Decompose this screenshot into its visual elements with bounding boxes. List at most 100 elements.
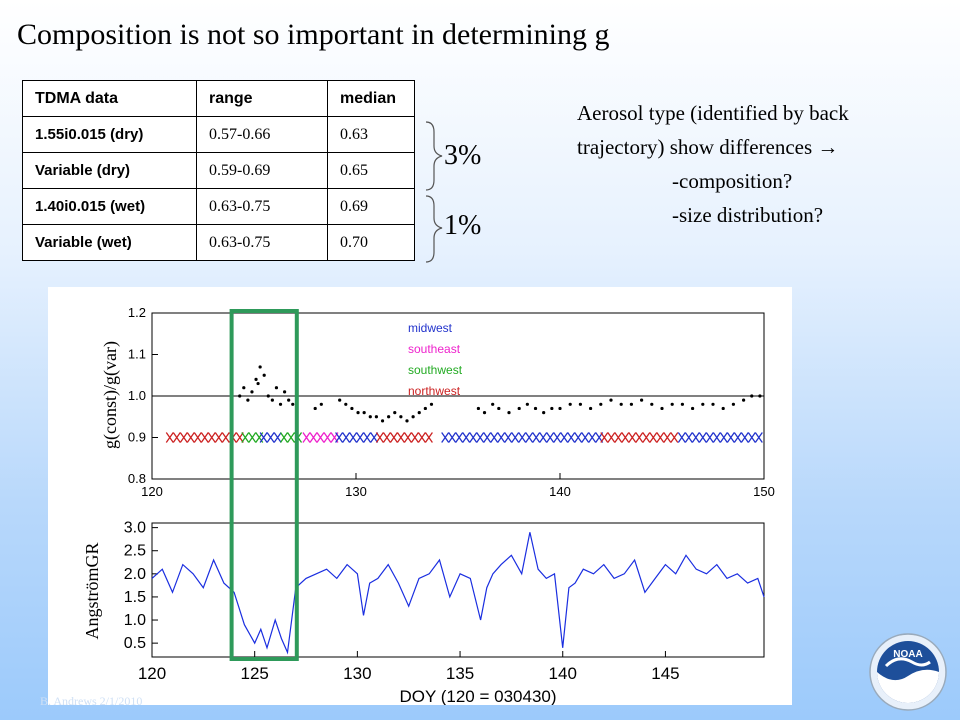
trajectory-marker xyxy=(241,432,250,443)
trajectory-marker xyxy=(200,432,209,443)
trajectory-marker xyxy=(349,432,358,443)
legend-entry: southwest xyxy=(408,363,463,377)
data-point xyxy=(507,411,511,415)
trajectory-marker xyxy=(389,432,398,443)
trajectory-marker xyxy=(410,432,419,443)
trajectory-marker xyxy=(476,432,485,443)
data-point xyxy=(238,394,242,398)
y-tick-label: 0.8 xyxy=(128,471,146,486)
data-point xyxy=(423,406,427,411)
data-point xyxy=(589,406,593,411)
data-point xyxy=(578,402,583,406)
data-point xyxy=(250,390,254,394)
x-tick-label: 135 xyxy=(446,664,474,683)
trajectory-marker xyxy=(511,432,520,443)
y-axis-label: g(const)/g(var) xyxy=(100,341,121,449)
data-point xyxy=(731,402,736,406)
data-point xyxy=(350,406,354,411)
table-row: 1.55i0.015 (dry) 0.57-0.66 0.63 xyxy=(22,116,415,153)
trajectory-marker xyxy=(207,432,216,443)
trajectory-marker xyxy=(179,432,188,443)
data-point xyxy=(287,398,291,402)
y-tick-label: 1.5 xyxy=(124,589,146,606)
x-tick-label: 140 xyxy=(549,664,577,683)
trajectory-marker xyxy=(497,432,506,443)
trajectory-marker xyxy=(518,432,527,443)
trajectory-marker xyxy=(567,432,576,443)
trajectory-marker xyxy=(441,432,450,443)
trajectory-marker xyxy=(726,432,735,443)
y-tick-label: 0.5 xyxy=(124,635,146,652)
trajectory-marker xyxy=(221,432,230,443)
data-point xyxy=(262,373,266,377)
header-cell: range xyxy=(196,80,328,117)
trajectory-marker xyxy=(504,432,513,443)
trajectory-marker xyxy=(600,432,609,443)
table-cell: 0.70 xyxy=(327,224,415,261)
trajectory-marker xyxy=(621,432,630,443)
trajectory-marker xyxy=(705,432,714,443)
legend-entry: northwest xyxy=(408,384,461,398)
trajectory-marker xyxy=(670,432,679,443)
data-point xyxy=(660,406,664,411)
data-point xyxy=(411,415,415,419)
data-point xyxy=(246,398,250,402)
trajectory-marker xyxy=(642,432,651,443)
data-point xyxy=(750,394,754,398)
trajectory-marker xyxy=(186,432,195,443)
data-point xyxy=(568,402,572,406)
y-tick-label: 0.9 xyxy=(128,430,146,445)
trajectory-marker xyxy=(469,432,478,443)
trajectory-marker xyxy=(574,432,583,443)
data-point xyxy=(362,411,366,415)
trajectory-marker xyxy=(273,432,282,443)
data-point xyxy=(338,398,342,402)
trajectory-marker xyxy=(553,432,562,443)
trajectory-marker xyxy=(342,432,351,443)
trajectory-marker xyxy=(677,432,686,443)
data-point xyxy=(491,402,495,406)
data-point xyxy=(283,390,287,394)
data-point xyxy=(517,406,521,411)
data-point xyxy=(374,415,378,419)
trajectory-marker xyxy=(363,432,372,443)
trajectory-marker xyxy=(455,432,464,443)
data-point xyxy=(609,398,613,402)
trajectory-marker xyxy=(712,432,721,443)
data-point xyxy=(670,402,674,406)
x-tick-label: 130 xyxy=(345,484,367,499)
data-point xyxy=(558,406,562,411)
y-axis-label: AngströmGR xyxy=(82,542,102,639)
data-point xyxy=(344,402,348,406)
data-point xyxy=(599,402,603,406)
table-cell: 0.69 xyxy=(327,188,415,225)
data-point xyxy=(711,402,715,406)
table-cell: 0.63-0.75 xyxy=(196,224,328,261)
x-tick-label: 120 xyxy=(138,664,166,683)
data-point xyxy=(758,394,762,398)
data-point xyxy=(319,402,323,406)
logo-text: NOAA xyxy=(893,649,922,660)
trajectory-marker xyxy=(323,432,332,443)
data-point xyxy=(242,386,246,390)
y-tick-label: 1.0 xyxy=(128,388,146,403)
data-point xyxy=(417,411,421,415)
chart-panel: 0.8 0.9 1.0 1.1 1.2 120 130 140 150 midwest southe… xyxy=(48,287,792,706)
trajectory-marker xyxy=(733,432,742,443)
table-row: 1.40i0.015 (wet) 0.63-0.75 0.69 xyxy=(22,188,415,225)
note-line: -composition? xyxy=(672,169,793,193)
table-cell: 0.57-0.66 xyxy=(196,116,328,153)
data-point xyxy=(550,406,554,411)
table-cell: 0.65 xyxy=(327,152,415,189)
data-point xyxy=(640,398,644,402)
data-point xyxy=(691,406,695,411)
trajectory-marker xyxy=(462,432,471,443)
trajectory-marker xyxy=(417,432,426,443)
trajectory-marker xyxy=(656,432,665,443)
table-cell: 0.63 xyxy=(327,116,415,153)
trajectory-marker xyxy=(279,432,289,443)
trajectory-marker xyxy=(286,432,296,443)
y-tick-label: 2.0 xyxy=(124,566,146,583)
trajectory-marker xyxy=(635,432,644,443)
trajectory-marker xyxy=(266,432,275,443)
